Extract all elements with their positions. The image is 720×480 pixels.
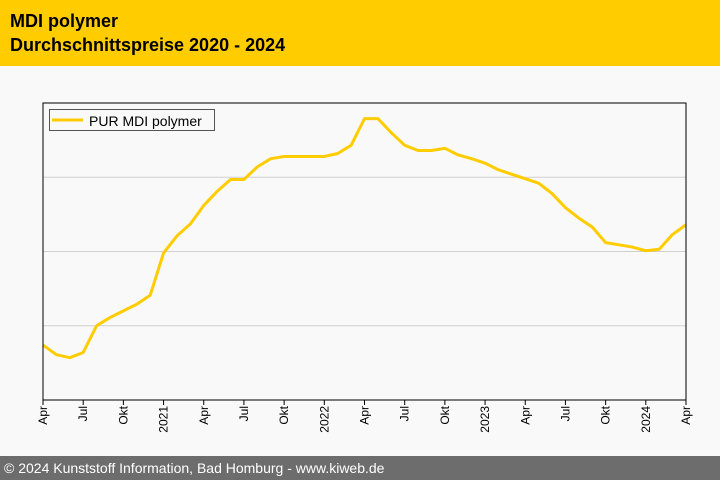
x-tick-label: Jul xyxy=(398,406,412,421)
legend-box xyxy=(49,109,215,131)
price-chart: Apr Jul Okt 2021 Apr Jul Okt 2022 Apr Jul Okt 2023 A… xyxy=(36,102,693,433)
x-tick-label: 2022 xyxy=(317,406,331,433)
x-tick-label: Okt xyxy=(599,405,613,424)
x-tick-label: Jul xyxy=(237,406,251,421)
page-subtitle: Durchschnittspreise 2020 - 2024 xyxy=(10,35,286,55)
series-line-pur-mdi-polymer xyxy=(42,117,687,360)
x-tick-label: Apr xyxy=(518,406,532,425)
plot-frame xyxy=(42,102,687,401)
x-tick-label: Apr xyxy=(197,406,211,425)
footer-copyright: © 2024 Kunststoff Information, Bad Hombu… xyxy=(0,456,720,480)
legend-label: PUR MDI polymer xyxy=(89,113,202,129)
x-tick-label: Jul xyxy=(558,406,572,421)
x-tick-label: Okt xyxy=(438,405,452,424)
x-tick-label: 2023 xyxy=(478,406,492,433)
x-tick-label: Apr xyxy=(679,406,693,425)
x-tick-label: Okt xyxy=(277,405,291,424)
header: MDI polymer Durchschnittspreise 2020 - 2… xyxy=(0,0,720,66)
x-tick-label: 2024 xyxy=(639,406,653,433)
x-tick-label: Jul xyxy=(76,406,90,421)
x-tick-label: Apr xyxy=(36,406,50,425)
page-title: MDI polymer xyxy=(10,11,119,31)
x-tick-label: Okt xyxy=(116,405,130,424)
x-tick-label: Apr xyxy=(358,406,372,425)
x-tick-label: 2021 xyxy=(157,406,171,433)
